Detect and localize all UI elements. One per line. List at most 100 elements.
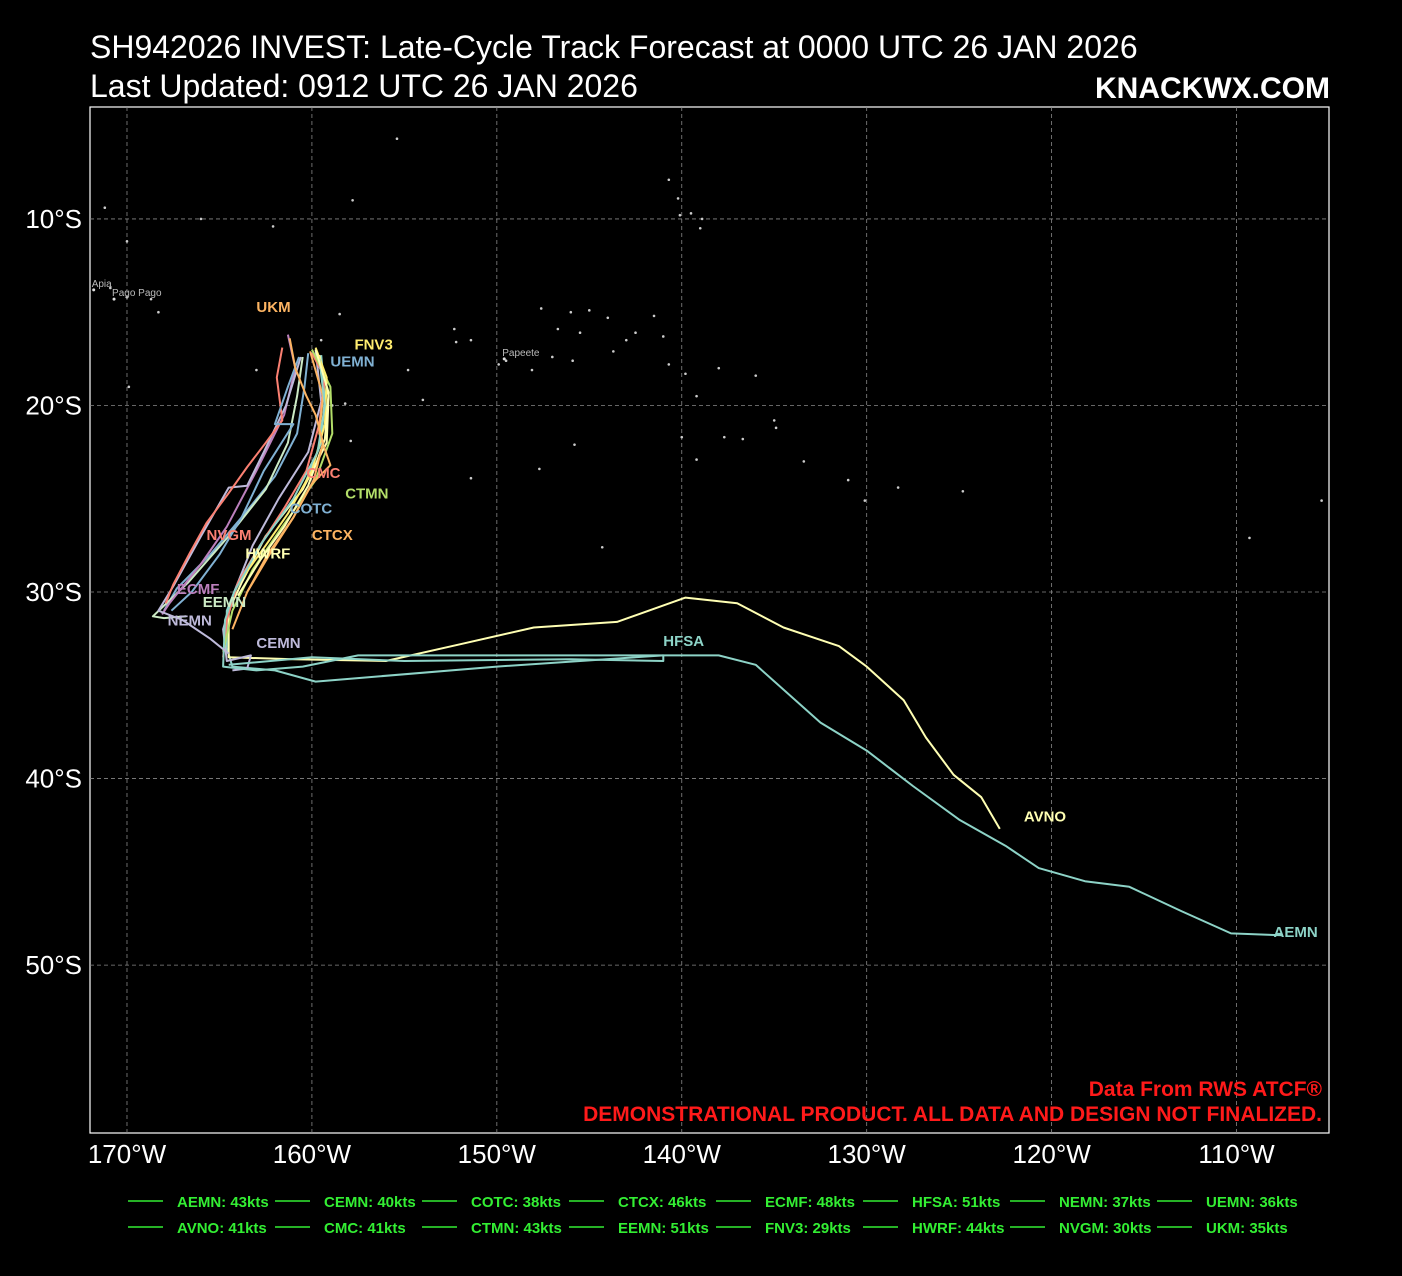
legend-entry-eemn: EEMN: 51kts <box>618 1220 709 1237</box>
x-tick-label: 160°W <box>273 1139 352 1169</box>
island-speck <box>863 499 867 502</box>
islands <box>103 137 1323 549</box>
island-speck <box>634 331 637 335</box>
island-speck <box>395 137 399 141</box>
x-tick-label: 170°W <box>88 1139 167 1169</box>
island-speck <box>661 335 665 338</box>
legend-entry-hfsa: HFSA: 51kts <box>912 1194 1000 1211</box>
track-label-fnv3: FNV3 <box>354 337 392 354</box>
island-speck <box>469 476 473 480</box>
y-tick-label: 40°S <box>25 764 82 794</box>
legend-entry-ctcx: CTCX: 46kts <box>618 1194 706 1211</box>
island-speck <box>319 338 323 342</box>
x-tick-label: 110°W <box>1198 1139 1275 1169</box>
island-speck <box>338 312 341 316</box>
island-speck <box>846 478 850 482</box>
island-speck <box>802 460 806 463</box>
island-speck <box>695 458 698 461</box>
track-label-cemn: CEMN <box>256 635 300 652</box>
island-speck <box>1248 536 1251 540</box>
place-label: Pago Pago <box>112 288 162 299</box>
island-speck <box>652 314 656 318</box>
y-tick-label: 50°S <box>25 950 82 980</box>
legend-entry-ukm: UKM: 35kts <box>1206 1220 1288 1237</box>
legend-entry-hwrf: HWRF: 44kts <box>912 1220 1005 1237</box>
island-speck <box>127 385 131 389</box>
track-label-nvgm: NVGM <box>207 527 252 544</box>
island-speck <box>754 374 758 377</box>
island-speck <box>961 489 965 493</box>
legend-entry-cemn: CEMN: 40kts <box>324 1194 416 1211</box>
track-ukm <box>246 338 324 593</box>
island-speck <box>406 368 410 372</box>
island-speck <box>698 226 702 230</box>
island-speck <box>351 198 354 202</box>
legend-entry-nemn: NEMN: 37kts <box>1059 1194 1151 1211</box>
track-label-cmc: CMC <box>306 465 340 482</box>
island-speck <box>469 338 473 342</box>
track-label-uemn: UEMN <box>330 353 374 370</box>
island-speck <box>125 240 129 243</box>
legend-entry-nvgm: NVGM: 30kts <box>1059 1220 1152 1237</box>
island-speck <box>569 310 573 314</box>
demonstration-notice: DEMONSTRATIONAL PRODUCT. ALL DATA AND DE… <box>583 1103 1322 1126</box>
x-tick-label: 120°W <box>1012 1139 1091 1169</box>
island-speck <box>149 297 153 301</box>
place-marker <box>112 297 116 301</box>
island-speck <box>722 435 726 439</box>
track-label-hfsa: HFSA <box>663 633 704 650</box>
island-speck <box>606 316 610 320</box>
island-speck <box>612 350 615 353</box>
legend-entry-ecmf: ECMF: 48kts <box>765 1194 855 1211</box>
island-speck <box>551 355 554 359</box>
track-label-nemn: NEMN <box>168 613 212 630</box>
forecast-tracks <box>151 334 1283 937</box>
track-label-aemn: AEMN <box>1274 924 1318 941</box>
y-tick-label: 10°S <box>25 204 82 234</box>
last-updated: Last Updated: 0912 UTC 26 JAN 2026 <box>90 68 638 104</box>
legend-entry-ctmn: CTMN: 43kts <box>471 1220 562 1237</box>
island-speck <box>741 437 745 441</box>
island-speck <box>504 359 508 363</box>
island-speck <box>680 435 684 439</box>
island-speck <box>271 225 275 228</box>
track-hwrf <box>237 349 330 597</box>
island-speck <box>571 359 574 363</box>
track-label-eemn: EEMN <box>203 594 246 611</box>
island-speck <box>343 402 347 405</box>
track-eemn <box>151 356 304 620</box>
island-speck <box>717 366 721 370</box>
track-fnv3 <box>240 347 328 580</box>
place-marker <box>92 288 96 292</box>
island-speck <box>530 368 534 372</box>
island-speck <box>349 439 353 443</box>
island-speck <box>695 394 698 398</box>
island-speck <box>578 331 582 335</box>
legend-entry-cmc: CMC: 41kts <box>324 1220 406 1237</box>
track-label-ecmf: ECMF <box>177 581 220 598</box>
track-ecmf <box>161 334 297 615</box>
legend-entry-fnv3: FNV3: 29kts <box>765 1220 851 1237</box>
data-source-note: Data From RWS ATCF® <box>1089 1078 1323 1101</box>
island-speck <box>453 327 456 331</box>
grid <box>90 107 1329 1133</box>
island-speck <box>600 545 604 549</box>
track-cotc <box>163 353 310 612</box>
island-speck <box>109 286 112 290</box>
place-label: Papeete <box>502 348 540 359</box>
island-speck <box>896 486 900 489</box>
island-speck <box>1320 499 1323 502</box>
island-speck <box>678 213 682 217</box>
y-tick-label: 20°S <box>25 390 82 420</box>
track-nvgm <box>164 347 284 604</box>
legend: AEMN: 43kts AVNO: 41kts CEMN: 40kts CMC: 41… <box>128 1194 1298 1237</box>
brand-logo-text: KNACKWX.COM <box>1095 72 1330 105</box>
island-speck <box>774 426 778 430</box>
island-speck <box>676 197 680 200</box>
island-speck <box>573 443 576 446</box>
legend-entry-uemn: UEMN: 36kts <box>1206 1194 1298 1211</box>
island-speck <box>199 217 203 221</box>
island-speck <box>125 295 129 299</box>
